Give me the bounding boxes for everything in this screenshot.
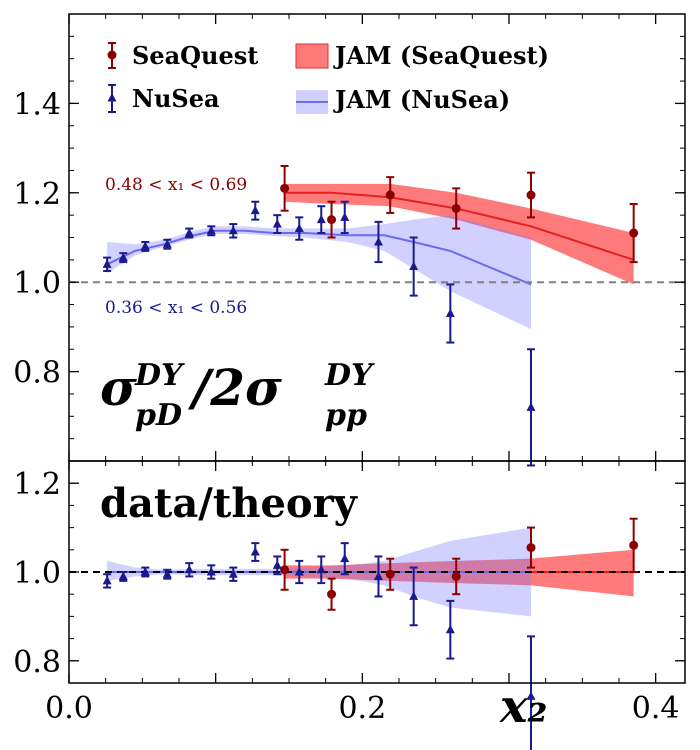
nusea-point: [102, 259, 112, 268]
y-tick-label: 1.0: [13, 556, 61, 591]
legend-label-jam-nusea: JAM (NuSea): [333, 85, 510, 114]
nusea-point: [445, 624, 455, 634]
nusea-point: [340, 212, 350, 221]
nusea-point: [228, 569, 238, 578]
seaquest-point: [327, 215, 337, 225]
jam-seaquest-line: [284, 191, 634, 261]
jam-nusea-band: [107, 215, 531, 330]
nusea-point: [118, 571, 128, 580]
nusea-point: [340, 553, 350, 563]
nusea-point: [118, 252, 128, 262]
nusea-point: [272, 560, 282, 569]
nusea-point: [102, 575, 112, 585]
nusea-point: [526, 402, 536, 411]
legend-item-jam-nusea: JAM (NuSea): [296, 85, 510, 114]
y-tick-label: 0.8: [13, 356, 61, 391]
range-annotations: 0.48 < x₁ < 0.69 0.36 < x₁ < 0.56: [105, 175, 247, 318]
nusea-point: [294, 223, 304, 233]
nusea-point: [409, 261, 419, 271]
legend-label-seaquest: SeaQuest: [132, 41, 258, 70]
seaquest-point: [385, 190, 395, 200]
seaquest-point: [629, 540, 639, 550]
nusea-point: [228, 225, 238, 235]
nusea-point: [162, 569, 172, 578]
y-tick-label: 0.8: [13, 645, 61, 680]
nusea-point: [206, 225, 216, 235]
top-panel-ylabel: σ DY pD /2σ DY pp: [100, 358, 375, 433]
svg-text:pp: pp: [325, 398, 367, 433]
legend-item-jam-seaquest: JAM (SeaQuest): [295, 41, 549, 70]
nusea-point: [445, 308, 455, 317]
legend-label-nusea: NuSea: [132, 84, 220, 113]
seaquest-point: [526, 543, 536, 553]
nusea-point: [316, 564, 326, 574]
nusea-point: [294, 567, 304, 576]
seaquest-point: [451, 571, 461, 581]
nusea-point: [373, 236, 383, 246]
svg-text:/2σ: /2σ: [188, 358, 282, 417]
nusea-point: [316, 214, 326, 224]
seaquest-range-label: 0.48 < x₁ < 0.69: [105, 175, 247, 195]
nusea-point: [250, 205, 260, 215]
x-tick-label: 0.2: [338, 691, 386, 726]
bottom-panel-title: data/theory: [100, 480, 359, 527]
svg-text:DY: DY: [134, 358, 185, 393]
legend: SeaQuest NuSea JAM (SeaQuest) JAM (NuSea…: [107, 41, 549, 114]
seaquest-point: [526, 190, 536, 200]
nusea-point: [184, 228, 194, 237]
x-axis-label-text: x₂: [499, 679, 548, 733]
legend-item-seaquest: SeaQuest: [107, 41, 258, 70]
svg-text:σ: σ: [100, 358, 137, 417]
nusea-range-label: 0.36 < x₁ < 0.56: [105, 298, 247, 318]
jam-seaquest-band: [284, 183, 634, 285]
x-tick-label: 0.4: [632, 691, 680, 726]
nusea-point: [526, 691, 536, 700]
bottom-panel: 0.8 1.0 1.2: [13, 460, 686, 750]
x-tick-label: 0.0: [45, 691, 93, 726]
seaquest-point: [629, 228, 639, 238]
top-panel: 0.8 1.0 1.2 1.4: [13, 13, 686, 467]
x-axis-label: x₂: [499, 679, 548, 733]
nusea-point: [250, 547, 260, 556]
nusea-point: [409, 591, 419, 600]
seaquest-point: [385, 569, 395, 579]
nusea-point: [162, 239, 172, 248]
y-tick-label: 1.0: [13, 266, 61, 301]
seaquest-point: [327, 589, 337, 599]
legend-item-nusea: NuSea: [107, 84, 220, 113]
nusea-point: [140, 567, 150, 576]
y-tick-label: 1.2: [13, 467, 61, 502]
y-tick-label: 1.4: [13, 87, 61, 122]
legend-label-jam-seaquest: JAM (SeaQuest): [333, 41, 549, 70]
nusea-point: [140, 241, 150, 250]
seaquest-point: [451, 203, 461, 213]
nusea-point: [272, 219, 282, 228]
nusea-point: [373, 571, 383, 580]
nusea-point: [184, 564, 194, 574]
seaquest-point: [280, 565, 290, 575]
svg-text:DY: DY: [324, 358, 375, 393]
svg-text:pD: pD: [135, 398, 182, 433]
seaquest-point: [280, 183, 290, 193]
y-tick-label: 1.2: [13, 177, 61, 212]
nusea-point: [206, 567, 216, 576]
